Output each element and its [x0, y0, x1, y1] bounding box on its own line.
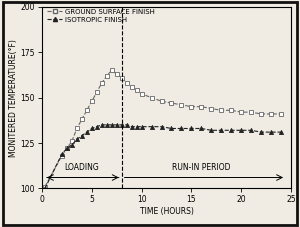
Y-axis label: MONITERED TEMPERATURE(°F): MONITERED TEMPERATURE(°F) [9, 39, 18, 157]
Legend: GROUND SURFACE FINISH, ISOTROPIC FINISH: GROUND SURFACE FINISH, ISOTROPIC FINISH [46, 7, 156, 25]
X-axis label: TIME (HOURS): TIME (HOURS) [140, 207, 194, 216]
Text: LOADING: LOADING [64, 163, 99, 172]
Text: RUN-IN PERIOD: RUN-IN PERIOD [172, 163, 231, 172]
